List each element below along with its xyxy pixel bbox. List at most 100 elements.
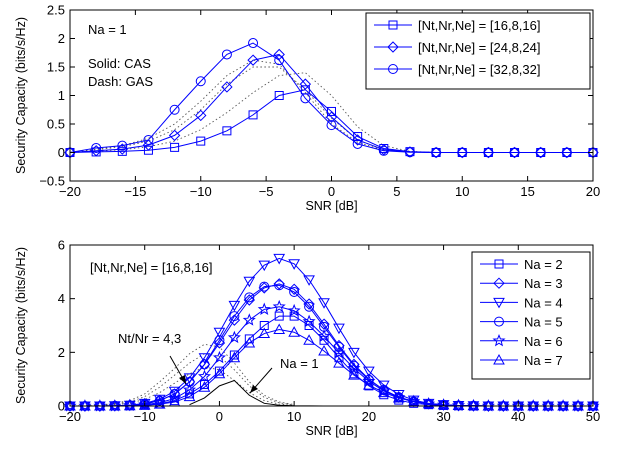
data-point <box>198 353 211 364</box>
y-tick-label: 0.5 <box>47 117 65 132</box>
data-point <box>392 390 406 403</box>
x-tick-label: 30 <box>436 409 450 424</box>
data-point <box>183 390 196 402</box>
data-point <box>117 146 127 156</box>
dotted-series-1 <box>69 353 295 407</box>
data-point <box>496 399 510 412</box>
data-point <box>221 49 232 60</box>
data-point <box>378 145 389 156</box>
data-point <box>138 397 152 411</box>
legend-label: Na = 2 <box>524 257 563 272</box>
x-tick-label: −20 <box>59 409 81 424</box>
data-point <box>228 300 241 312</box>
y-tick-label: 2.5 <box>47 3 65 18</box>
annotation: Na = 1 <box>88 22 127 37</box>
legend-marker <box>492 333 506 347</box>
data-point <box>143 145 153 155</box>
data-point <box>467 399 480 411</box>
data-point <box>123 399 136 411</box>
x-tick-label: −20 <box>59 184 81 199</box>
data-point <box>317 329 331 342</box>
data-point <box>431 147 442 158</box>
data-point <box>199 359 210 370</box>
data-point <box>289 311 299 321</box>
data-point <box>78 399 92 412</box>
series-line-0 <box>69 89 593 153</box>
data-point <box>169 104 180 115</box>
x-tick-label: −10 <box>190 184 212 199</box>
data-point <box>242 313 256 326</box>
data-point <box>300 93 311 104</box>
data-point <box>302 314 316 328</box>
data-point <box>244 292 255 303</box>
data-point <box>197 369 212 383</box>
x-tick-label: −5 <box>259 184 274 199</box>
legend-marker <box>494 316 504 327</box>
data-point <box>168 129 181 142</box>
data-point <box>213 327 226 339</box>
data-point <box>258 327 271 339</box>
data-point <box>289 286 300 297</box>
data-point <box>248 38 259 49</box>
data-point <box>214 335 225 346</box>
x-tick-label: 0 <box>216 409 223 424</box>
data-point <box>229 311 240 322</box>
data-point <box>170 142 180 152</box>
data-point <box>243 294 256 306</box>
data-point <box>377 386 390 398</box>
data-point <box>556 399 570 412</box>
annotation: Nt/Nr = 4,3 <box>118 331 181 346</box>
data-point <box>326 120 337 131</box>
data-point <box>352 138 363 149</box>
data-point <box>407 394 421 407</box>
data-point <box>481 399 495 412</box>
data-point <box>392 391 405 403</box>
annotation: Dash: GAS <box>88 74 153 89</box>
legend-box <box>365 12 591 90</box>
x-axis-label: SNR [dB] <box>305 199 357 213</box>
legend-marker <box>387 41 399 53</box>
data-point <box>363 379 375 390</box>
data-point <box>288 283 300 295</box>
y-tick-label: 4 <box>58 291 65 306</box>
y-tick-label: 0 <box>58 145 65 160</box>
data-point <box>228 314 241 326</box>
data-point <box>198 381 211 392</box>
data-point <box>274 91 284 100</box>
data-point <box>483 147 494 158</box>
dotted-series-0 <box>69 343 295 407</box>
data-point <box>93 399 107 412</box>
data-point <box>117 140 128 151</box>
data-point <box>392 389 405 401</box>
data-point <box>586 399 600 412</box>
legend-label: Na = 3 <box>524 276 563 291</box>
series-dashed-2 <box>69 59 593 153</box>
data-point <box>437 398 450 410</box>
y-tick-label: 6 <box>58 238 65 253</box>
data-point <box>90 145 102 157</box>
dotted-series-2 <box>69 366 295 407</box>
data-point <box>511 399 525 412</box>
legend-marker <box>493 277 505 289</box>
data-point <box>123 398 137 412</box>
na1-curve <box>189 379 444 407</box>
legend-marker <box>388 20 398 30</box>
series-line-2 <box>69 42 593 153</box>
x-tick-label: 0 <box>328 184 335 199</box>
data-point <box>288 326 300 337</box>
data-point <box>288 259 300 270</box>
data-point <box>437 398 451 411</box>
data-point <box>299 78 312 90</box>
x-tick-label: −15 <box>124 184 146 199</box>
data-point <box>541 399 555 412</box>
data-point <box>509 147 520 158</box>
data-point <box>168 391 182 405</box>
data-point <box>303 334 315 345</box>
top-chart: −20 −15 −10 −5 0 5 10 15 20 −0.5 0 0.5 1 1.5 2 2.5 SNR [… <box>14 3 600 214</box>
y-tick-label: 1 <box>58 88 65 103</box>
legend-marker <box>494 259 504 269</box>
data-point <box>457 147 468 158</box>
data-point <box>526 399 540 412</box>
legend-label: Na = 6 <box>524 334 563 349</box>
